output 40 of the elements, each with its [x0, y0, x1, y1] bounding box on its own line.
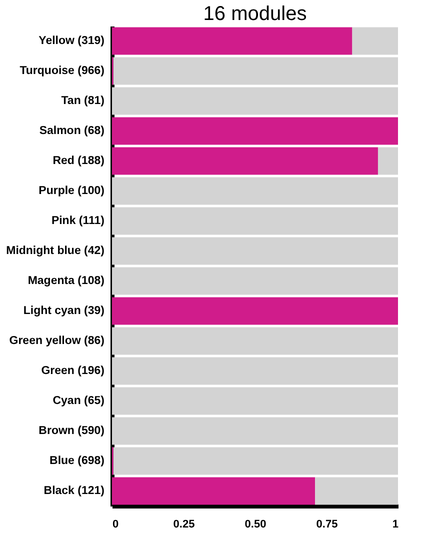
y-tick-label: Pink (111): [51, 215, 105, 227]
y-tick-label: Green yellow (86): [9, 335, 105, 347]
y-tick-label: Midnight blue (42): [6, 245, 105, 257]
bar: [112, 297, 398, 325]
y-tick-label: Light cyan (39): [23, 305, 105, 317]
y-tick-label: Yellow (319): [38, 35, 105, 47]
bar: [112, 267, 398, 295]
bar: [112, 387, 398, 415]
bar: [112, 177, 398, 205]
bar: [112, 237, 398, 265]
x-tick-label: 0.50: [244, 518, 266, 530]
bar: [352, 27, 398, 55]
y-tick-label: Turquoise (966): [20, 65, 105, 77]
bar: [113, 447, 398, 475]
x-tick-label: 1: [392, 518, 398, 530]
bar: [112, 207, 398, 235]
x-tick-label: 0.25: [173, 518, 195, 530]
x-tick-label: 0: [112, 518, 119, 530]
y-tick-label: Red (188): [52, 155, 105, 167]
bar: [378, 147, 398, 175]
bar: [112, 327, 398, 355]
bar: [112, 117, 398, 145]
y-tick-label: Blue (698): [50, 455, 105, 467]
y-tick-label: Cyan (65): [52, 395, 105, 407]
y-tick-label: Salmon (68): [39, 125, 105, 137]
bar: [112, 87, 398, 115]
y-tick-label: Green (196): [41, 365, 105, 377]
bar: [113, 57, 398, 85]
y-tick-label: Black (121): [44, 485, 105, 497]
x-tick-label: 0.75: [316, 518, 338, 530]
y-tick-label: Tan (81): [61, 95, 105, 107]
y-tick-label: Magenta (108): [28, 275, 105, 287]
bar: [112, 357, 398, 385]
bar: [112, 27, 352, 55]
y-tick-label: Brown (590): [38, 425, 105, 437]
y-tick-label: Purple (100): [38, 185, 105, 197]
bar: [112, 147, 378, 175]
bar: [315, 477, 398, 505]
bar: [112, 417, 398, 445]
chart-title: 16 modules: [203, 3, 307, 25]
